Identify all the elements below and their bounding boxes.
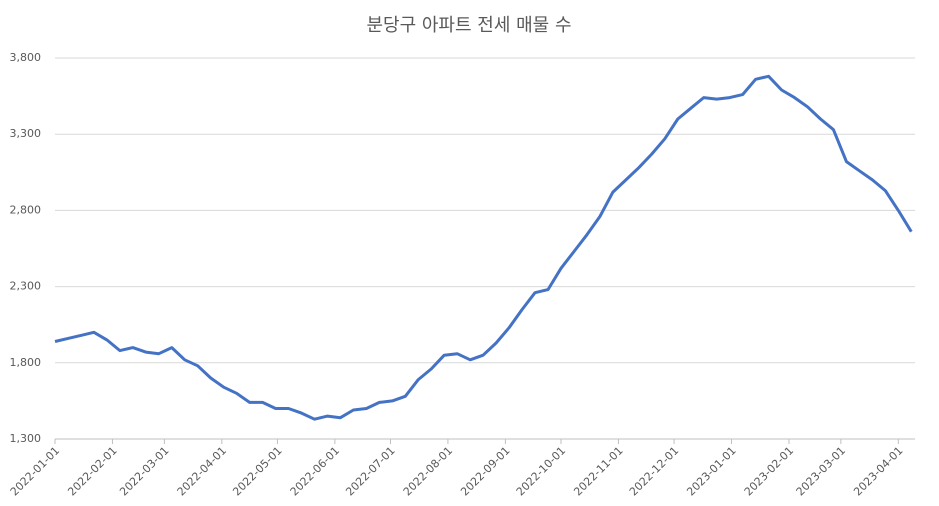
chart-title: 분당구 아파트 전세 매물 수 <box>366 15 571 36</box>
y-tick-label: 3,800 <box>10 51 42 64</box>
y-tick-label: 1,800 <box>10 356 42 369</box>
y-tick-label: 1,300 <box>10 432 42 445</box>
y-tick-label: 2,800 <box>10 203 42 216</box>
y-tick-label: 2,300 <box>10 280 42 293</box>
y-tick-label: 3,300 <box>10 127 42 140</box>
line <box>54 74 913 421</box>
